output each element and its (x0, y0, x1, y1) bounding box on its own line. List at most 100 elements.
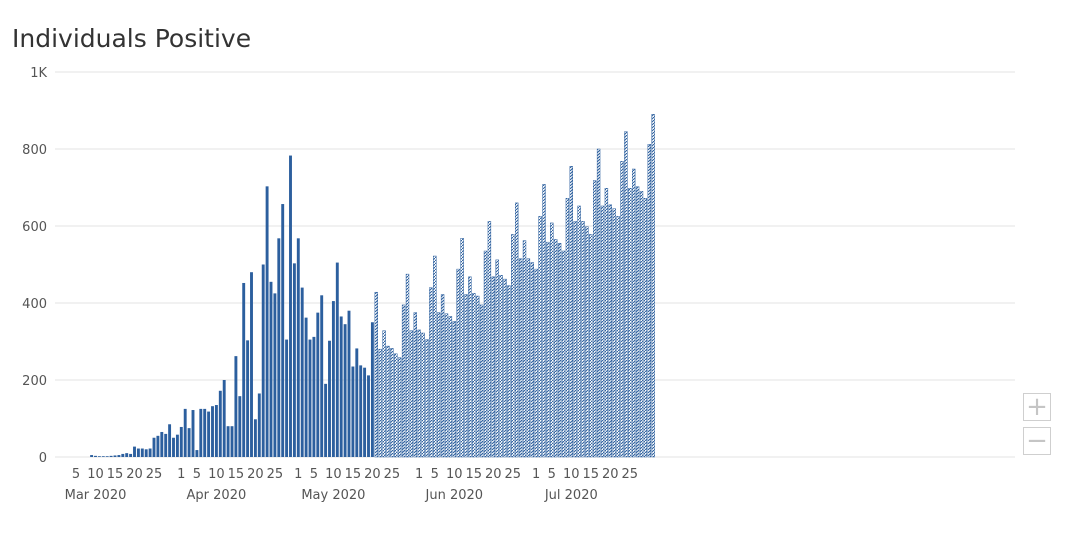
x-tick-label: 1 (177, 467, 185, 482)
bar-projected (624, 131, 628, 458)
bar (183, 408, 187, 458)
bar-projected (612, 208, 616, 458)
y-tick-label: 0 (39, 451, 47, 466)
bar (136, 448, 140, 457)
bar-projected (460, 238, 464, 458)
bar (285, 339, 289, 457)
bar (218, 390, 222, 457)
bar (211, 406, 214, 457)
bar (117, 455, 121, 457)
bar-projected (429, 287, 433, 458)
bar-projected (518, 258, 523, 458)
bar-projected (569, 166, 573, 458)
bar-projected (546, 241, 550, 458)
bar-projected (651, 114, 655, 458)
x-tick-label: 20 (364, 467, 381, 482)
x-tick-label: 1 (294, 467, 302, 482)
bar (191, 410, 195, 457)
bar-projected (464, 294, 468, 458)
bar-projected (542, 184, 546, 458)
bar (152, 437, 156, 457)
zoom-in-button[interactable]: + (1023, 393, 1051, 421)
bar-projected (632, 168, 636, 458)
bar (331, 301, 335, 457)
bar-projected (635, 186, 640, 458)
x-month-label: Mar 2020 (65, 488, 127, 503)
bar (246, 340, 250, 457)
bar (292, 263, 296, 457)
bar-projected (608, 204, 612, 458)
bar (187, 428, 191, 458)
bar (230, 426, 234, 457)
bar (129, 453, 133, 457)
bar (308, 339, 312, 457)
bar-projected (604, 188, 609, 458)
bar-projected (374, 291, 379, 458)
x-tick-label: 5 (548, 467, 556, 482)
x-tick-label: 20 (247, 467, 264, 482)
bar-projected (425, 339, 429, 458)
bar (370, 322, 374, 457)
x-month-label: Apr 2020 (187, 488, 247, 503)
x-tick-label: 25 (267, 467, 284, 482)
bar (195, 450, 199, 457)
bar (199, 408, 203, 458)
x-tick-label: 10 (563, 467, 580, 482)
bar-projected (507, 285, 511, 458)
x-tick-label: 20 (485, 467, 502, 482)
bar (113, 455, 117, 457)
bar (300, 287, 304, 457)
bar-projected (589, 234, 593, 458)
bar-projected (515, 202, 519, 458)
bar-projected (421, 332, 425, 458)
x-tick-label: 10 (446, 467, 463, 482)
bar-projected (440, 294, 445, 458)
bar-projected (522, 240, 527, 458)
bar (160, 431, 164, 457)
bar (289, 155, 292, 458)
x-tick-label: 20 (602, 467, 619, 482)
bar (320, 295, 324, 457)
bar (164, 433, 168, 457)
bar (90, 455, 94, 457)
bar (273, 293, 277, 458)
bar (312, 336, 316, 457)
bar (324, 383, 328, 457)
x-tick-label: 20 (126, 467, 143, 482)
bar (304, 317, 308, 457)
bar-projected (639, 191, 644, 458)
bar-projected (530, 262, 534, 458)
bar-projected (628, 188, 632, 458)
y-tick-label: 600 (22, 220, 47, 235)
bar-projected (565, 198, 570, 458)
bar (363, 367, 367, 457)
bar (250, 272, 253, 457)
bar (351, 366, 355, 457)
bar-projected (413, 312, 418, 458)
bar-projected (593, 180, 597, 458)
bar (359, 365, 363, 457)
bar-projected (550, 222, 554, 458)
x-month-label: Jun 2020 (425, 488, 484, 503)
bar-projected (378, 348, 382, 458)
bar-projected (503, 278, 507, 458)
x-tick-label: 15 (107, 467, 124, 482)
y-tick-label: 1K (30, 66, 47, 81)
bar (261, 264, 265, 457)
bar (97, 456, 101, 457)
x-tick-label: 5 (310, 467, 318, 482)
bar (105, 456, 109, 457)
bar (133, 446, 136, 457)
bar (335, 262, 339, 457)
bar (328, 340, 331, 457)
bar (242, 282, 246, 457)
bar (367, 375, 370, 457)
bar (214, 405, 218, 457)
bar (175, 434, 179, 457)
bar-projected (487, 221, 492, 458)
bar-projected (495, 259, 499, 458)
zoom-out-button[interactable]: − (1023, 427, 1051, 455)
bar-projected (596, 148, 601, 458)
bar (94, 455, 97, 457)
